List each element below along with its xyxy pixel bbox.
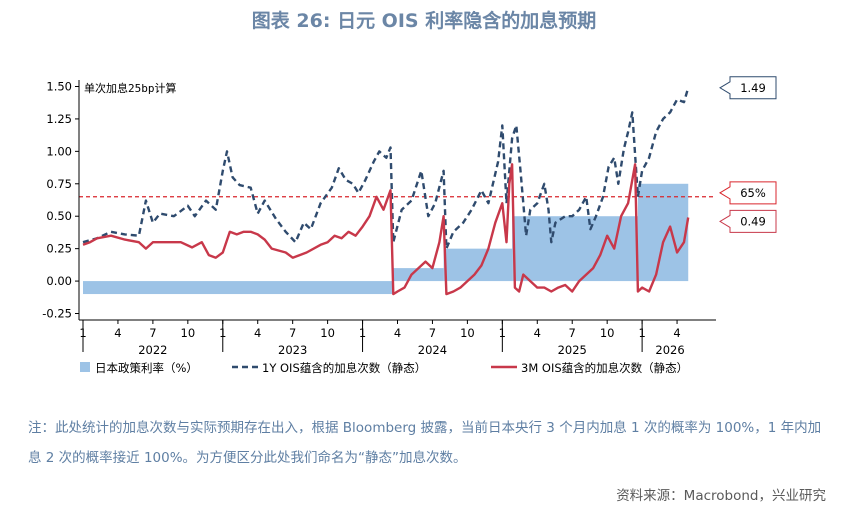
legend-policy-swatch	[80, 362, 90, 372]
plot-area	[79, 87, 716, 296]
legend-3m-label: 3M OIS蕴含的加息次数（静态）	[521, 361, 688, 375]
figure-title: 图表 26: 日元 OIS 利率隐含的加息预期	[251, 10, 597, 32]
legend-1y-label: 1Y OIS蕴含的加息次数（静态）	[262, 361, 426, 375]
y-tick-label: 0.25	[46, 242, 72, 256]
legend-policy-label: 日本政策利率（%）	[95, 361, 198, 375]
x-year-label: 2022	[138, 343, 167, 357]
y-tick-label: 0.50	[46, 209, 72, 223]
x-tick-label: 4	[534, 326, 541, 340]
policy-rate-bar	[512, 216, 638, 282]
chart-legend: 日本政策利率（%） 1Y OIS蕴含的加息次数（静态） 3M OIS蕴含的加息次数（…	[80, 361, 688, 375]
chart-annotation: 单次加息25bp计算	[84, 81, 177, 95]
x-tick-label: 7	[429, 326, 436, 340]
footnote: 注：此处统计的加息次数与实际预期存在出入，根据 Bloomberg 披露，当前日…	[28, 420, 822, 466]
x-year-label: 2025	[558, 343, 587, 357]
y-tick-label: -0.25	[42, 307, 72, 321]
policy-rate-bar	[637, 183, 689, 282]
policy-rate-bar	[393, 268, 444, 282]
ticks-layer: 1.501.251.000.750.500.250.00-0.251471014…	[42, 79, 716, 357]
x-tick-label: 4	[673, 326, 680, 340]
callout-1y-label: 1.49	[740, 81, 766, 95]
x-tick-label: 10	[181, 326, 196, 340]
callouts: 1.49 65% 0.49	[719, 76, 777, 233]
x-tick-label: 4	[254, 326, 261, 340]
x-tick-label: 10	[600, 326, 615, 340]
callout-3m-box	[719, 209, 777, 233]
y-tick-label: 0.75	[46, 177, 72, 191]
callout-1y-box	[719, 76, 777, 100]
x-year-label: 2026	[655, 343, 684, 357]
callout-ref-box	[719, 181, 777, 205]
y-tick-label: 0.00	[46, 274, 72, 288]
source-credit: 资料来源：Macrobond，兴业研究	[616, 488, 826, 504]
x-tick-label: 7	[569, 326, 576, 340]
x-tick-label: 7	[289, 326, 296, 340]
series-1y-ois-line	[82, 87, 690, 250]
callout-3m-label: 0.49	[740, 214, 766, 228]
y-tick-label: 1.25	[46, 112, 72, 126]
policy-rate-bar	[83, 281, 394, 295]
y-tick-label: 1.00	[46, 144, 72, 158]
x-tick-label: 7	[149, 326, 156, 340]
x-tick-label: 10	[460, 326, 475, 340]
x-tick-label: 10	[320, 326, 335, 340]
callout-ref-label: 65%	[740, 186, 766, 200]
x-tick-label: 4	[394, 326, 401, 340]
y-tick-label: 1.50	[46, 79, 72, 93]
policy-rate-bar	[443, 248, 513, 282]
x-tick-label: 4	[114, 326, 121, 340]
x-year-label: 2024	[418, 343, 447, 357]
series-3m-ois-line	[82, 163, 690, 296]
x-year-label: 2023	[278, 343, 307, 357]
